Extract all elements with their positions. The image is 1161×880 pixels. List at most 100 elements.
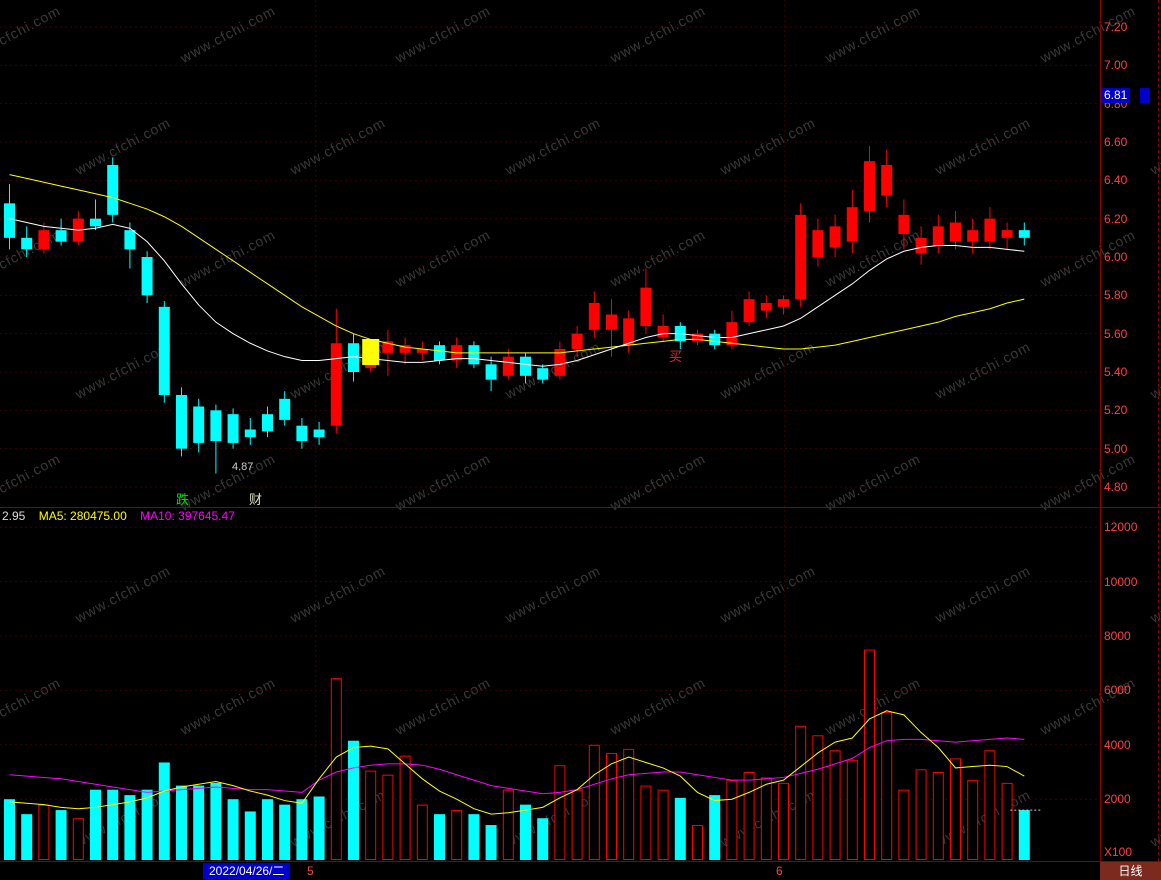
candle xyxy=(829,214,841,257)
candle xyxy=(657,314,669,342)
candle xyxy=(864,145,875,223)
candle xyxy=(674,322,686,349)
volume-bar xyxy=(124,795,136,860)
volume-bar xyxy=(107,789,119,860)
volume-bar xyxy=(468,814,480,860)
volume-bar xyxy=(778,782,789,861)
candle xyxy=(915,226,927,265)
candle xyxy=(571,326,583,357)
candle xyxy=(313,421,325,445)
volume-bar xyxy=(588,744,600,860)
volume-bar xyxy=(743,772,755,860)
volume-bar xyxy=(864,649,875,860)
volume-bar xyxy=(227,799,239,860)
volume-bar xyxy=(141,789,153,860)
candle xyxy=(38,222,50,254)
volume-bar xyxy=(90,789,101,860)
candle xyxy=(227,408,239,449)
candle xyxy=(795,203,807,307)
candle xyxy=(1001,222,1013,250)
candle xyxy=(193,398,205,453)
candle xyxy=(881,149,893,208)
signal-box xyxy=(362,339,380,365)
volume-bar xyxy=(760,777,772,860)
candle xyxy=(726,310,738,349)
volume-bar xyxy=(571,789,583,860)
candle xyxy=(176,387,187,457)
volume-bar xyxy=(606,752,617,861)
volume-bar xyxy=(21,814,33,860)
candle xyxy=(141,251,153,303)
candle xyxy=(244,418,256,445)
volume-bar xyxy=(623,748,635,861)
volume-bar xyxy=(726,780,738,860)
candle xyxy=(416,341,428,361)
period-selector[interactable]: 日线 xyxy=(1100,862,1161,880)
candle xyxy=(778,295,789,315)
candle xyxy=(520,352,531,384)
volume-bar xyxy=(434,814,445,860)
candle xyxy=(107,157,119,223)
price-ma-long-line xyxy=(9,174,1025,354)
volume-bar xyxy=(967,780,979,860)
volume-bar xyxy=(795,725,807,861)
candle xyxy=(812,218,824,267)
candle xyxy=(382,329,394,376)
volume-bar xyxy=(382,774,394,860)
volume-bar xyxy=(950,758,961,861)
volume-bar xyxy=(709,795,721,860)
volume-bar xyxy=(210,782,222,860)
volume-bar xyxy=(640,785,652,860)
volume-bar xyxy=(554,765,566,861)
volume-bar xyxy=(674,797,686,860)
candle xyxy=(330,308,342,434)
volume-bar xyxy=(399,755,411,860)
candle xyxy=(640,268,652,334)
candle xyxy=(4,184,15,250)
candle xyxy=(1018,222,1030,246)
candle xyxy=(21,226,33,257)
selected-date-badge[interactable]: 2022/04/26/二 xyxy=(203,863,291,879)
candle xyxy=(262,406,273,438)
candle xyxy=(623,310,635,353)
volume-bar xyxy=(451,810,463,861)
volume-ma5-line xyxy=(9,710,1025,815)
volume-bar xyxy=(330,678,342,860)
volume-bar xyxy=(72,818,84,860)
candle xyxy=(898,199,910,250)
volume-bar xyxy=(193,785,205,860)
candle xyxy=(760,295,772,319)
candle xyxy=(90,199,101,231)
candle xyxy=(537,364,549,384)
volume-bar xyxy=(520,804,531,860)
candle xyxy=(485,356,497,392)
volume-bar xyxy=(365,770,377,861)
volume-bar xyxy=(692,825,703,860)
candle xyxy=(743,291,755,326)
volume-bar xyxy=(1018,810,1030,860)
candle xyxy=(502,349,514,380)
volume-bar xyxy=(158,762,170,860)
candle xyxy=(950,211,961,250)
candle xyxy=(399,337,411,365)
candle xyxy=(158,301,170,403)
candle xyxy=(124,222,136,269)
volume-bar xyxy=(812,735,824,861)
volume-bar xyxy=(984,750,996,860)
volume-ma10-line xyxy=(9,737,1025,795)
volume-bar xyxy=(1001,782,1013,861)
volume-bar xyxy=(348,740,359,860)
candle xyxy=(279,391,291,426)
candle xyxy=(846,189,858,254)
candle xyxy=(296,418,308,449)
candle xyxy=(967,218,979,254)
candle xyxy=(984,207,996,250)
volume-bar xyxy=(502,789,514,860)
volume-bar xyxy=(881,712,893,860)
candle xyxy=(554,341,566,380)
candle xyxy=(932,214,944,254)
volume-bar xyxy=(244,811,256,860)
volume-bar xyxy=(279,804,291,860)
